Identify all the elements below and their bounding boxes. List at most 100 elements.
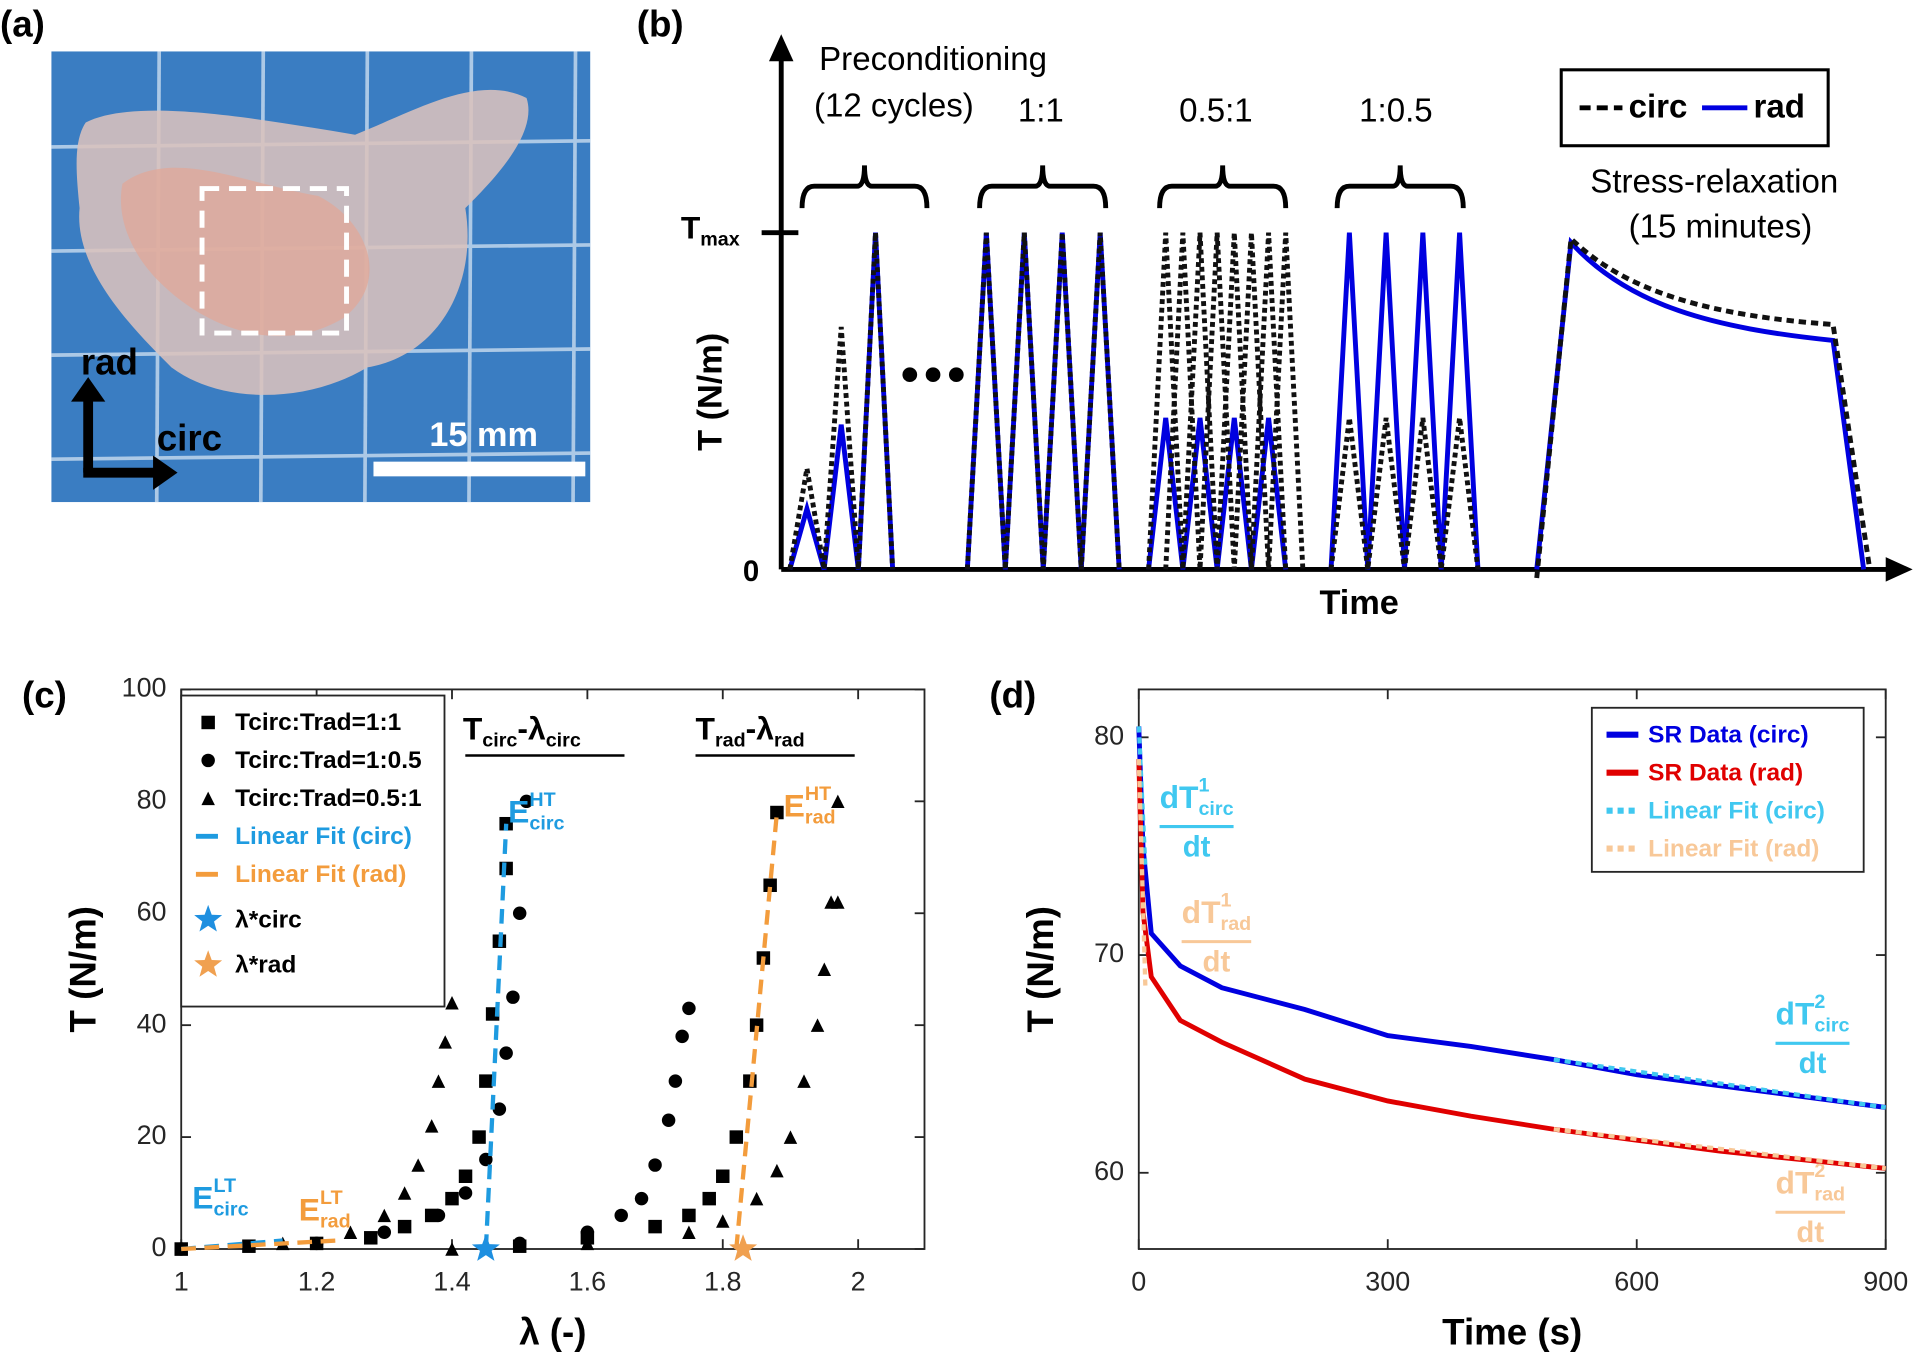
- point: [749, 1018, 764, 1032]
- point: [763, 878, 777, 892]
- group-label: 0.5:1: [1179, 92, 1253, 129]
- point: [431, 1074, 446, 1088]
- point: [749, 1191, 764, 1206]
- point: [445, 1242, 459, 1256]
- point: [675, 1029, 689, 1044]
- bracket: [977, 165, 1109, 209]
- circ-wave: [1328, 417, 1481, 570]
- point: [770, 1163, 784, 1178]
- legend-label: SR Data (circ): [1648, 721, 1808, 748]
- point: [512, 906, 527, 920]
- text-part: dT: [1160, 779, 1199, 815]
- legend-label: Tcirc:Trad=0.5:1: [235, 785, 422, 812]
- point: [580, 1236, 595, 1251]
- panel-b: (b) Time T (N/m) 0 Preconditioning (12 cy…: [637, 4, 1913, 622]
- point: [831, 895, 845, 909]
- text-part: -λ: [517, 710, 546, 746]
- group-label: 1:0.5: [1359, 92, 1433, 129]
- point: [716, 1169, 730, 1183]
- fraction-den: dt: [1183, 830, 1211, 863]
- point: [472, 1130, 486, 1144]
- y-axis-label: T (N/m): [692, 333, 730, 451]
- text-part: LT: [213, 1175, 236, 1197]
- text-part: LT: [320, 1187, 343, 1209]
- rad-wave: [1328, 232, 1481, 570]
- legend-label: circ: [1629, 89, 1688, 126]
- x-axis-label: Time (s): [1442, 1311, 1582, 1352]
- text-part: HT: [805, 783, 831, 805]
- region-box: [199, 186, 349, 336]
- text-part: E: [784, 788, 805, 824]
- panel-a: (a) rad circ 15 mm: [0, 4, 591, 503]
- point: [682, 1001, 696, 1016]
- y-axis-label: T (N/m): [62, 906, 103, 1032]
- bracket: [1157, 165, 1289, 209]
- arrowhead: [153, 455, 178, 490]
- scale-bar: [373, 461, 586, 477]
- point: [364, 1231, 378, 1245]
- legend-label: SR Data (rad): [1648, 759, 1803, 786]
- scale-label: 15 mm: [429, 416, 538, 454]
- x-tick-label: 300: [1365, 1266, 1410, 1296]
- point: [201, 753, 215, 768]
- text-part: E: [508, 794, 529, 830]
- star: [471, 1234, 500, 1261]
- group-label: Preconditioning: [819, 41, 1047, 78]
- grid-line: [51, 451, 591, 462]
- fraction-den: dt: [1799, 1047, 1827, 1080]
- point: [424, 1119, 439, 1133]
- legend-label: λ*rad: [235, 952, 296, 979]
- bracket: [1334, 165, 1466, 209]
- text-part: 2: [1814, 1160, 1825, 1182]
- circ-wave: [1163, 232, 1306, 570]
- text-part: T: [696, 710, 716, 746]
- point: [817, 962, 832, 976]
- panel-label: (b): [637, 4, 684, 45]
- text-part: circ: [1814, 1015, 1849, 1037]
- bracket: [799, 165, 930, 209]
- y-tick-label: 80: [1094, 720, 1124, 750]
- point: [716, 1214, 730, 1228]
- point: [661, 1113, 676, 1128]
- text-part: 2: [1814, 991, 1825, 1013]
- y-tick-label: 0: [152, 1232, 167, 1262]
- point: [445, 996, 459, 1010]
- point: [614, 1208, 628, 1223]
- text-part: circ: [529, 813, 564, 835]
- point: [682, 1208, 696, 1223]
- text-part: rad: [715, 729, 746, 751]
- point: [682, 1225, 696, 1239]
- group-label: 1:1: [1018, 92, 1064, 129]
- point: [770, 805, 784, 820]
- text-part: dT: [1182, 894, 1221, 930]
- legend-label: Linear Fit (circ): [1648, 797, 1825, 824]
- point: [201, 791, 215, 806]
- text-part: rad: [805, 807, 836, 829]
- text-part: rad: [774, 729, 805, 751]
- legend-label: Tcirc:Trad=1:0.5: [235, 747, 422, 774]
- text-part: -λ: [746, 710, 775, 746]
- text-part: circ: [482, 729, 517, 751]
- legend-label: λ*circ: [235, 906, 302, 933]
- ellipsis-dot: [925, 367, 941, 383]
- y-tick-label: 70: [1094, 938, 1124, 968]
- text-part: max: [700, 229, 739, 251]
- y-tick-label: 60: [1094, 1156, 1124, 1186]
- star: [729, 1234, 758, 1261]
- legend-label: Tcirc:Trad=1:1: [235, 709, 401, 736]
- series-line: [1136, 726, 1887, 1110]
- point: [831, 794, 845, 809]
- fraction-den: dt: [1203, 945, 1231, 978]
- x-tick-label: 1: [174, 1266, 189, 1296]
- text-part: circ: [546, 729, 581, 751]
- point: [519, 794, 534, 809]
- fraction-den: dt: [1796, 1216, 1824, 1249]
